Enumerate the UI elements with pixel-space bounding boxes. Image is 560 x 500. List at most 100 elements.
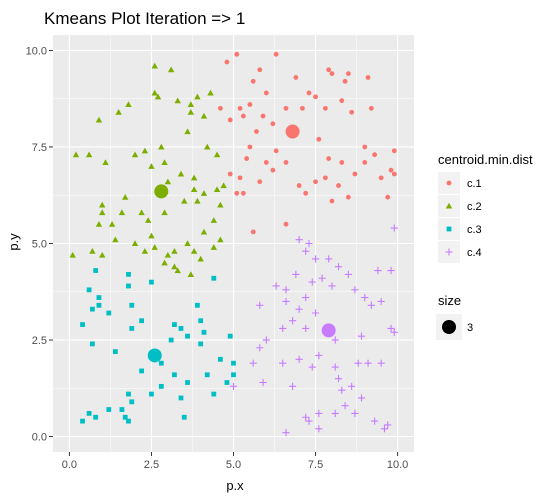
data-point — [293, 75, 299, 80]
data-point — [174, 97, 181, 104]
data-point — [339, 160, 345, 165]
data-point — [387, 324, 395, 333]
data-point — [69, 251, 76, 258]
legend-key-label: c.2 — [467, 201, 482, 213]
data-point — [139, 368, 145, 374]
data-point — [151, 89, 158, 96]
data-point — [351, 286, 359, 294]
data-point — [96, 302, 102, 308]
data-point — [200, 190, 208, 196]
data-point — [279, 324, 287, 333]
data-point — [198, 318, 204, 324]
data-point — [354, 359, 362, 367]
data-point — [308, 363, 316, 371]
data-point — [151, 244, 158, 250]
data-point — [112, 349, 118, 355]
centroid-marker — [154, 184, 169, 199]
data-point — [149, 391, 154, 397]
data-point — [357, 332, 366, 340]
data-point — [187, 271, 195, 277]
data-point — [249, 359, 257, 367]
y-tick-label: 5.0 — [32, 239, 47, 251]
data-point — [138, 209, 145, 216]
data-point — [99, 209, 106, 216]
y-tick-label: 0.0 — [32, 432, 47, 444]
data-point — [210, 244, 218, 250]
data-point — [308, 278, 316, 286]
data-point — [231, 372, 236, 378]
data-point — [151, 62, 158, 69]
data-point — [224, 59, 230, 65]
data-point — [231, 360, 236, 366]
data-point — [315, 425, 323, 433]
data-point — [257, 67, 263, 73]
data-point — [295, 305, 303, 313]
data-point — [273, 148, 279, 154]
data-point — [195, 302, 200, 308]
legend: centroid.min.dist c.1 c.2 c.3 c.4 size 3 — [436, 152, 533, 340]
data-point — [342, 78, 348, 84]
data-point — [334, 375, 343, 383]
data-point — [367, 301, 375, 309]
legend-color-keys: c.1 c.2 c.3 c.4 — [438, 172, 482, 263]
data-point — [260, 113, 266, 119]
data-point — [282, 286, 290, 294]
data-point — [316, 136, 322, 142]
data-point — [174, 267, 181, 274]
data-point — [234, 190, 240, 196]
data-point — [244, 156, 250, 161]
data-point — [227, 333, 233, 339]
data-point — [377, 359, 385, 367]
data-point — [213, 186, 221, 193]
data-point — [306, 90, 312, 96]
data-point — [158, 360, 164, 366]
data-point — [217, 356, 223, 362]
data-point — [161, 259, 168, 266]
data-point — [207, 89, 214, 96]
data-point — [200, 112, 208, 119]
data-point — [256, 344, 264, 352]
data-point — [227, 171, 233, 177]
data-point — [106, 407, 112, 412]
data-point — [126, 283, 131, 289]
data-point — [380, 425, 389, 433]
data-point — [86, 287, 92, 293]
data-point — [372, 152, 378, 158]
data-point — [184, 128, 191, 135]
legend-size-label: 3 — [467, 322, 473, 334]
data-point — [198, 341, 204, 347]
legend-key-symbol — [445, 248, 453, 256]
data-point — [388, 167, 394, 173]
x-tick-label: 5.0 — [226, 459, 241, 471]
data-point — [122, 193, 129, 200]
data-point — [220, 182, 227, 189]
data-point — [185, 380, 190, 385]
data-point — [154, 93, 162, 100]
data-point — [263, 160, 269, 165]
data-point — [144, 217, 152, 223]
data-point — [326, 156, 332, 161]
data-point — [184, 240, 191, 247]
data-point — [204, 372, 210, 378]
data-point — [351, 409, 359, 417]
data-point — [102, 159, 109, 165]
data-point — [331, 409, 339, 417]
data-point — [322, 105, 328, 111]
x-tick-label: 0.0 — [62, 459, 77, 471]
data-point — [263, 90, 269, 96]
data-point — [161, 209, 168, 216]
data-point — [357, 394, 366, 402]
data-point — [313, 94, 318, 100]
data-point — [200, 228, 208, 235]
data-point — [115, 109, 122, 115]
data-point — [341, 402, 349, 410]
legend-key-label: c.3 — [467, 224, 482, 236]
data-point — [288, 317, 297, 325]
data-point — [331, 363, 339, 371]
legend-size-symbol — [442, 320, 456, 334]
data-point — [93, 414, 99, 420]
data-point — [126, 418, 131, 424]
y-tick-label: 7.5 — [32, 142, 47, 154]
data-point — [213, 151, 221, 158]
